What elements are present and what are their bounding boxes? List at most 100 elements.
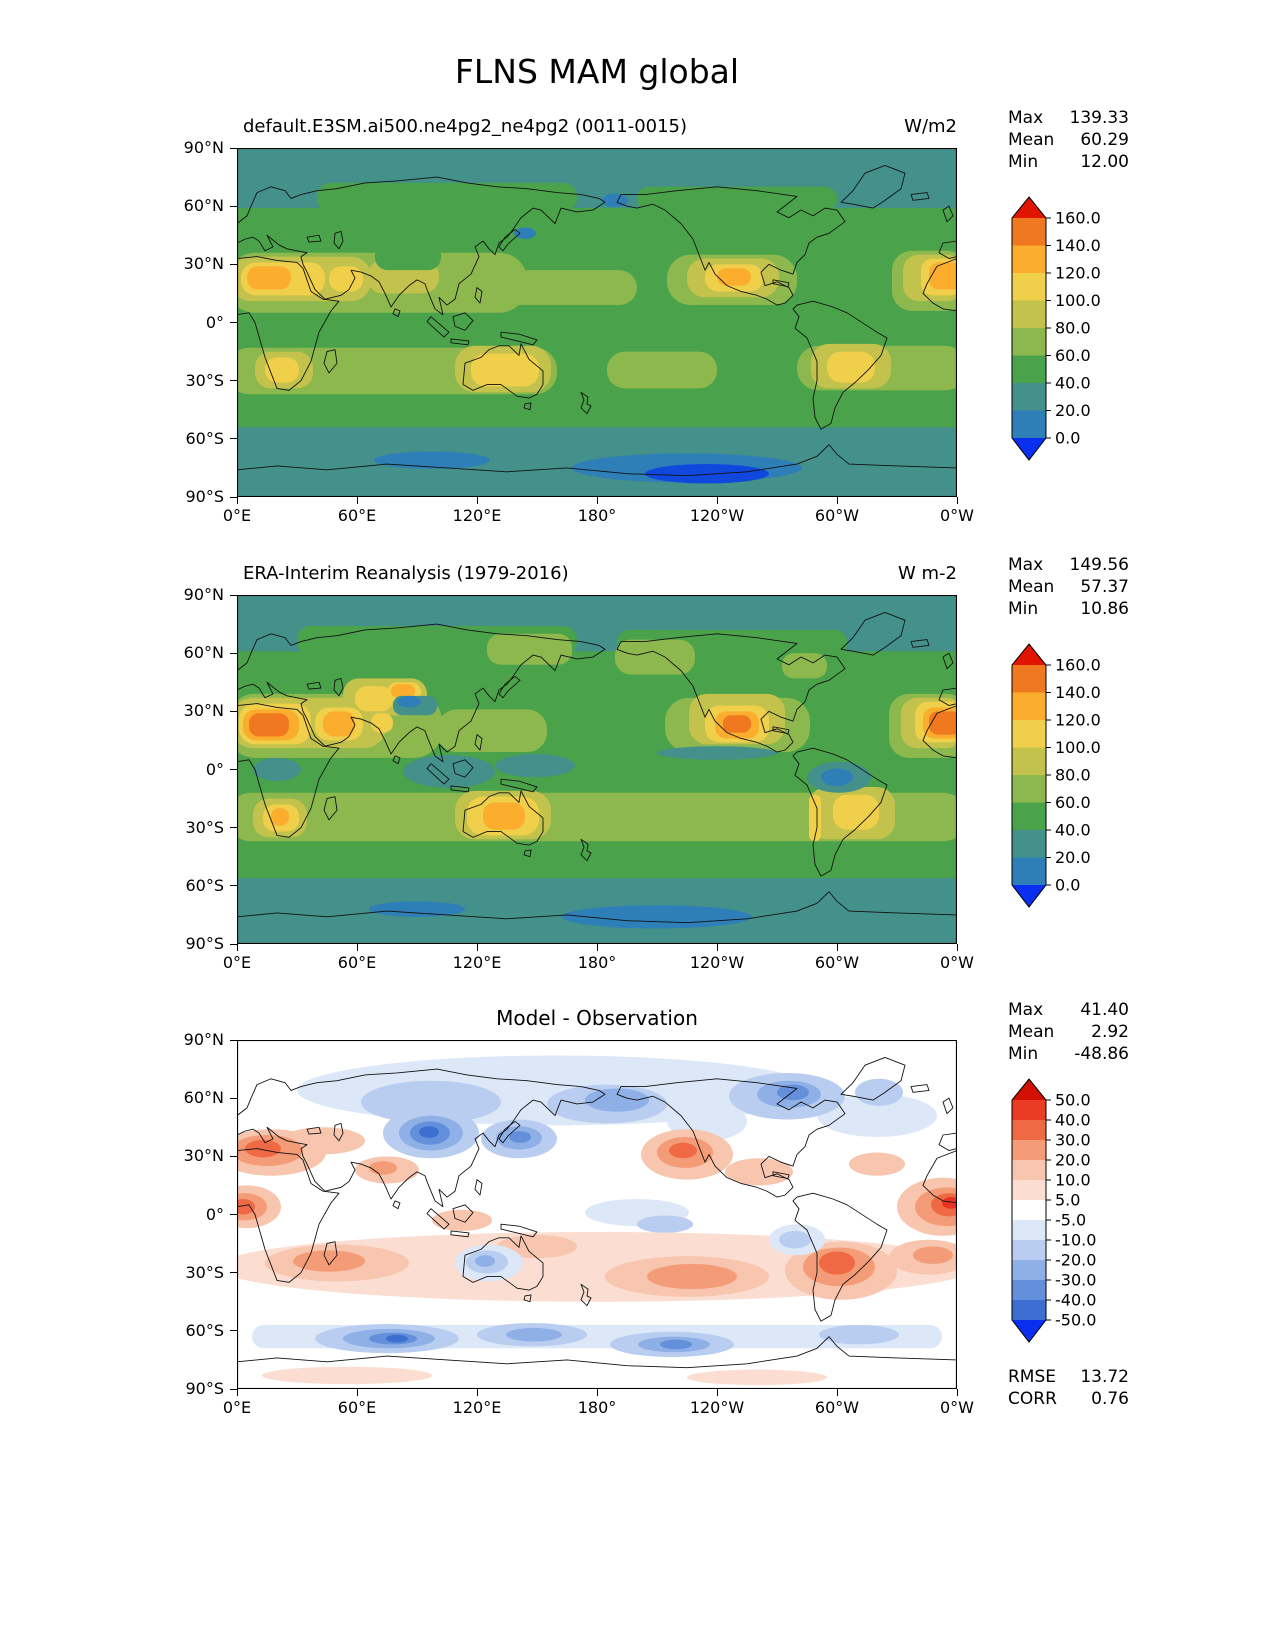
- colorbar-arrow-bottom: [1012, 885, 1046, 907]
- lon-tick-label: 60°W: [814, 1398, 860, 1417]
- stat-row: Mean 60.29: [1008, 129, 1129, 151]
- colorbar-cell: [1012, 775, 1046, 803]
- panel3-colorbar: 50.0 40.0 30.0 20.0 10.0 5.0 -5.0 -10.0 -20.0 -30…: [1011, 1078, 1122, 1348]
- colorbar-tick-label: 40.0: [1055, 374, 1091, 393]
- stat-label: RMSE: [1008, 1367, 1057, 1387]
- colorbar-tick-label: -40.0: [1055, 1291, 1096, 1310]
- contour-fill-layer: [237, 1040, 957, 1389]
- lat-tick-label: 60°S: [185, 875, 224, 895]
- colorbar-tick-label: 30.0: [1055, 1131, 1091, 1150]
- panel2-lon-axis: 0°E 60°E 120°E 180° 120°W 60°W 0°W: [223, 944, 974, 974]
- lon-tick-label: 120°E: [452, 953, 502, 972]
- panel3-lat-axis: 90°N 60°N 30°N 0° 30°S 60°S 90°S: [130, 1031, 237, 1398]
- tick-mark: [956, 944, 958, 951]
- lon-tick-label: 0°E: [222, 506, 252, 525]
- stat-value: 0.76: [1091, 1389, 1129, 1409]
- lat-tick-label: 90°N: [183, 1030, 224, 1049]
- lon-tick-label: 60°E: [337, 1398, 377, 1417]
- lon-tick-label: 120°E: [452, 1398, 502, 1417]
- lat-tick-label: 90°S: [185, 487, 224, 506]
- colorbar-cell: [1012, 830, 1046, 858]
- panel2-lat-axis: 90°N 60°N 30°N 0° 30°S 60°S 90°S: [130, 586, 237, 953]
- tick-mark: [230, 1388, 237, 1390]
- colorbar-cell: [1012, 1300, 1046, 1320]
- tick-mark: [356, 497, 358, 504]
- tick-mark: [230, 263, 237, 265]
- stat-row: CORR 0.76: [1008, 1388, 1129, 1410]
- stat-label: Min: [1008, 1044, 1039, 1064]
- plot-frame: [237, 1040, 957, 1389]
- colorbar-cell: [1012, 300, 1046, 328]
- stat-label: CORR: [1008, 1389, 1057, 1409]
- colorbar-cell: [1012, 1120, 1046, 1140]
- colorbar-cell: [1012, 720, 1046, 748]
- colorbar-cell: [1012, 328, 1046, 356]
- lon-tick-label: 0°E: [222, 1398, 252, 1417]
- lat-tick-label: 90°S: [185, 1379, 224, 1398]
- tick-mark: [956, 497, 958, 504]
- plot-frame: [237, 595, 957, 944]
- tick-mark: [230, 594, 237, 596]
- panel3-plot: [237, 1040, 957, 1389]
- colorbar-tick-label: 60.0: [1055, 793, 1091, 812]
- tick-mark: [230, 769, 237, 770]
- colorbar-cell: [1012, 802, 1046, 830]
- colorbar-tick-label: 80.0: [1055, 766, 1091, 785]
- plot-frame: [237, 148, 957, 497]
- tick-mark: [236, 497, 238, 504]
- panel1-stats: Max 139.33 Mean 60.29 Min 12.00: [1008, 107, 1129, 173]
- colorbar-tick-label: 160.0: [1055, 209, 1101, 228]
- colorbar-tick-label: 120.0: [1055, 264, 1101, 283]
- tick-mark: [836, 1389, 838, 1396]
- lat-tick-label: 30°S: [185, 1262, 224, 1282]
- stat-row: Min 12.00: [1008, 151, 1129, 173]
- colorbar-cell: [1012, 1180, 1046, 1200]
- lon-tick-label: 0°W: [940, 1398, 974, 1417]
- colorbar-tick-label: 160.0: [1055, 656, 1101, 675]
- colorbar-tick-label: 60.0: [1055, 346, 1091, 365]
- colorbar-tick-label: 50.0: [1055, 1091, 1091, 1110]
- tick-mark: [836, 944, 838, 951]
- panel2-units: W m-2: [897, 563, 957, 584]
- stat-row: Mean 57.37: [1008, 576, 1129, 598]
- stat-row: Max 41.40: [1008, 999, 1129, 1021]
- stat-label: Max: [1008, 1000, 1044, 1020]
- colorbar-cell: [1012, 1260, 1046, 1280]
- map-reanalysis: [237, 595, 957, 944]
- colorbar-tick-label: -30.0: [1055, 1271, 1096, 1290]
- lat-tick-label: 60°N: [183, 196, 224, 216]
- lon-tick-label: 120°W: [689, 1398, 745, 1417]
- panel1-colorbar: 160.0 140.0 120.0 100.0 80.0 60.0 40.0 20.0 0.0: [1011, 196, 1122, 466]
- tick-mark: [230, 205, 237, 207]
- stat-label: Max: [1008, 555, 1044, 575]
- lat-tick-label: 90°N: [183, 138, 224, 157]
- lat-tick-label: 30°S: [185, 370, 224, 390]
- lon-tick-label: 60°W: [814, 953, 860, 972]
- lat-tick-label: 30°S: [185, 817, 224, 837]
- colorbar-arrow-top: [1012, 644, 1046, 665]
- panel1-plot: [237, 148, 957, 497]
- lat-tick-label: 60°N: [183, 643, 224, 663]
- lon-tick-label: 180°: [577, 953, 617, 972]
- colorbar-cell: [1012, 1140, 1046, 1160]
- colorbar-svg: 50.040.030.020.010.05.0-5.0-10.0-20.0-30…: [1011, 1078, 1096, 1343]
- stat-value: 12.00: [1080, 152, 1129, 172]
- tick-mark: [956, 1389, 958, 1396]
- tick-mark: [230, 1097, 237, 1099]
- colorbar-tick-label: 20.0: [1055, 848, 1091, 867]
- tick-mark: [716, 497, 718, 504]
- colorbar-cell: [1012, 857, 1046, 885]
- lat-tick-label: 60°S: [185, 428, 224, 448]
- colorbar-tick-label: 0.0: [1055, 429, 1080, 448]
- colorbar-cell: [1012, 410, 1046, 438]
- stat-label: Mean: [1008, 1022, 1055, 1042]
- colorbar-svg: 160.0 140.0 120.0 100.0 80.0 60.0 40.0 20.0 0.0: [1011, 643, 1101, 908]
- tick-mark: [230, 438, 237, 440]
- tick-mark: [230, 1039, 237, 1041]
- stat-label: Mean: [1008, 130, 1055, 150]
- contour-fill-layer: [237, 595, 957, 944]
- tick-mark: [230, 1214, 237, 1215]
- colorbar-cell: [1012, 218, 1046, 246]
- lon-tick-label: 120°W: [689, 953, 745, 972]
- panel2-title: ERA-Interim Reanalysis (1979-2016): [243, 563, 569, 584]
